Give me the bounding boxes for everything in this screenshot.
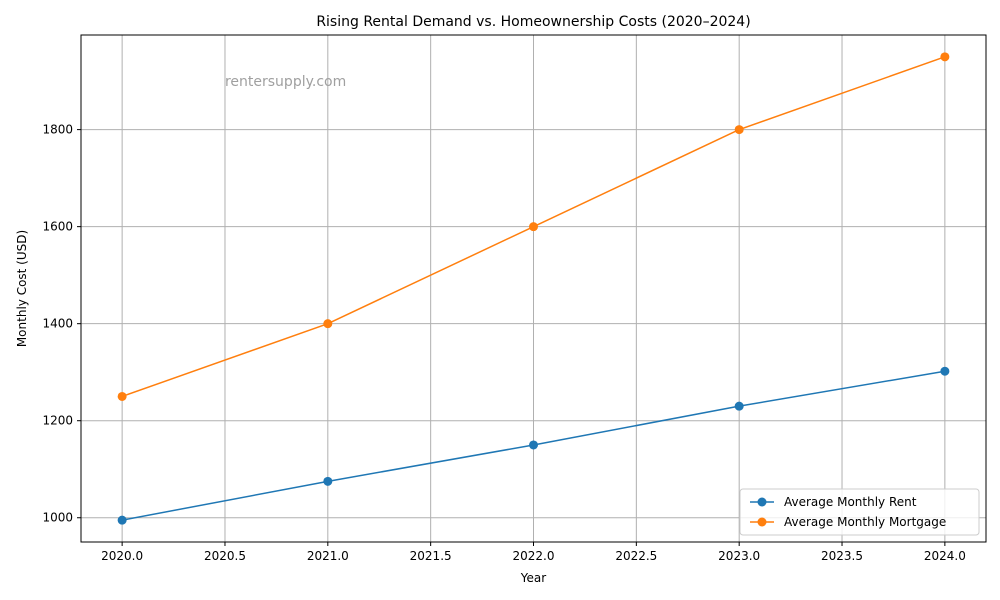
x-tick-label: 2021.5 xyxy=(410,549,452,563)
x-axis: 2020.0 2020.5 2021.0 2021.5 2022.0 2022.5 2023… xyxy=(101,542,966,563)
x-tick-label: 2020.0 xyxy=(101,549,143,563)
legend-label: Average Monthly Mortgage xyxy=(784,515,946,529)
watermark-text: rentersupply.com xyxy=(225,74,346,90)
x-tick-label: 2020.5 xyxy=(204,549,246,563)
data-point xyxy=(529,440,538,450)
y-axis-title: Monthly Cost (USD) xyxy=(15,230,29,347)
data-point xyxy=(117,391,127,401)
data-point xyxy=(940,366,950,376)
y-tick-label: 1600 xyxy=(42,220,73,234)
x-tick-label: 2023.0 xyxy=(718,549,760,563)
y-axis: 1000 1200 1400 1600 1800 xyxy=(42,123,81,525)
legend-item: Average Monthly Rent xyxy=(750,495,917,509)
legend-item: Average Monthly Mortgage xyxy=(750,515,946,529)
legend-swatch-marker xyxy=(757,517,767,527)
x-tick-label: 2021.0 xyxy=(307,549,349,563)
x-tick-label: 2024.0 xyxy=(924,549,966,563)
data-point xyxy=(734,125,744,135)
y-tick-label: 1800 xyxy=(42,123,73,137)
series-layer xyxy=(117,52,950,525)
data-point xyxy=(734,401,744,411)
chart-title: Rising Rental Demand vs. Homeownership C… xyxy=(316,14,750,30)
legend: Average Monthly Rent Average Monthly Mort… xyxy=(739,488,980,536)
y-tick-label: 1400 xyxy=(42,317,73,331)
x-tick-label: 2023.5 xyxy=(821,549,863,563)
legend-label: Average Monthly Rent xyxy=(784,495,917,509)
x-tick-label: 2022.5 xyxy=(615,549,657,563)
data-point xyxy=(117,515,127,525)
x-tick-label: 2022.0 xyxy=(513,549,555,563)
series-mortgage xyxy=(117,52,950,401)
data-point xyxy=(529,222,538,232)
y-tick-label: 1200 xyxy=(42,414,73,428)
series-rent xyxy=(117,366,950,525)
data-point xyxy=(323,476,333,486)
legend-swatch-marker xyxy=(757,497,767,507)
legend-box xyxy=(739,488,980,536)
y-tick-label: 1000 xyxy=(42,511,73,525)
x-axis-title: Year xyxy=(520,571,546,585)
data-point xyxy=(323,319,333,329)
data-point xyxy=(940,52,950,62)
